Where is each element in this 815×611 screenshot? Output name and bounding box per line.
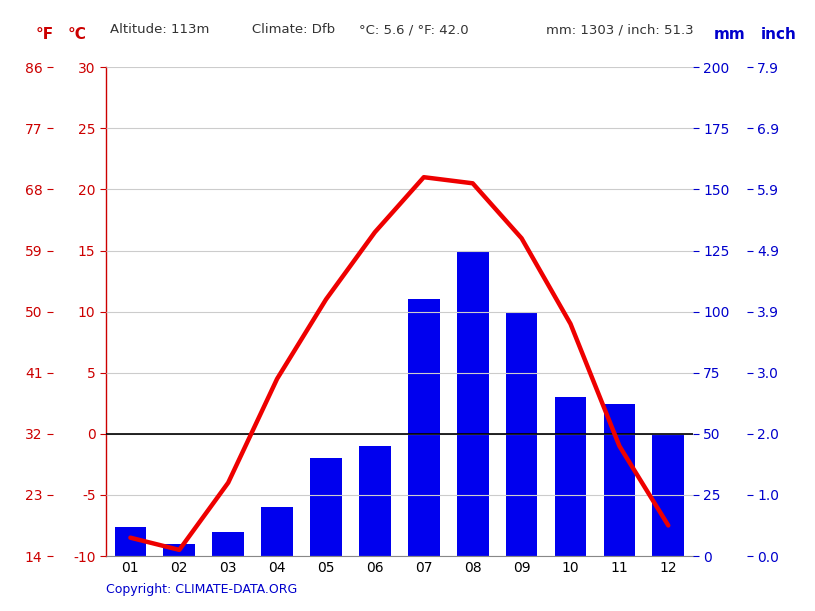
Bar: [554, 397, 586, 556]
Text: Copyright: CLIMATE-DATA.ORG: Copyright: CLIMATE-DATA.ORG: [106, 583, 297, 596]
Text: °C: 5.6 / °F: 42.0: °C: 5.6 / °F: 42.0: [359, 23, 469, 36]
Text: °F: °F: [36, 27, 54, 43]
Bar: [212, 532, 244, 556]
Text: °C: °C: [68, 27, 87, 43]
Bar: [456, 251, 488, 556]
Bar: [261, 507, 293, 556]
Bar: [505, 312, 538, 556]
Bar: [603, 404, 636, 556]
Bar: [408, 299, 440, 556]
Bar: [163, 544, 196, 556]
Text: inch: inch: [760, 27, 796, 43]
Text: mm: 1303 / inch: 51.3: mm: 1303 / inch: 51.3: [546, 23, 694, 36]
Bar: [310, 458, 342, 556]
Bar: [652, 434, 684, 556]
Text: Altitude: 113m          Climate: Dfb: Altitude: 113m Climate: Dfb: [110, 23, 335, 36]
Bar: [359, 446, 391, 556]
Text: mm: mm: [714, 27, 745, 43]
Bar: [114, 527, 147, 556]
